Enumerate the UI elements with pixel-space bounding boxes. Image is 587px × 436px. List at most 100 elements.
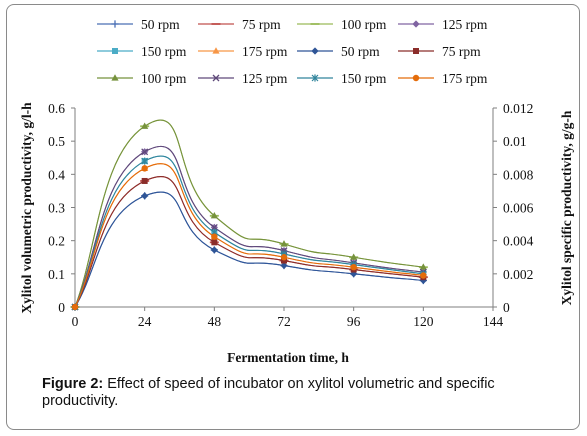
data-point xyxy=(210,223,218,231)
legend-label: 50 rpm xyxy=(341,44,380,59)
data-point xyxy=(210,246,218,254)
data-point xyxy=(350,264,357,271)
y-tick-label-right: 0.004 xyxy=(503,234,534,249)
series-line xyxy=(74,175,424,308)
series-line xyxy=(74,119,424,308)
legend: 50 rpm 75 rpm 100 rpm 125 rpm 150 rpm 175 rpm… xyxy=(97,17,488,86)
x-tick-label: 144 xyxy=(483,314,504,329)
legend-entry: 50 rpm xyxy=(97,17,180,32)
legend-entry: 150 rpm xyxy=(297,71,387,86)
series-line xyxy=(74,175,424,308)
legend-marker xyxy=(111,74,119,81)
legend-label: 100 rpm xyxy=(141,71,187,86)
series-line xyxy=(74,145,424,308)
data-point xyxy=(141,148,149,156)
legend-label: 175 rpm xyxy=(442,71,488,86)
legend-label: 125 rpm xyxy=(442,17,488,32)
legend-label: 125 rpm xyxy=(242,71,288,86)
y-tick-label-right: 0.01 xyxy=(503,134,527,149)
x-tick-label: 96 xyxy=(347,314,361,329)
legend-marker xyxy=(412,74,420,82)
series-left-150-rpm xyxy=(72,155,427,310)
series-line xyxy=(74,119,424,308)
legend-label: 50 rpm xyxy=(141,17,180,32)
x-tick-label: 0 xyxy=(72,314,79,329)
series-line xyxy=(74,191,424,308)
series-right-50-rpm xyxy=(71,191,427,311)
legend-entry: 50 rpm xyxy=(297,44,380,59)
legend-label: 175 rpm xyxy=(242,44,288,59)
series-line xyxy=(74,191,424,308)
series-line xyxy=(74,155,424,308)
y-tick-label-left: 0.4 xyxy=(48,167,65,182)
x-tick-label: 120 xyxy=(413,314,434,329)
data-point xyxy=(280,240,288,247)
y-tick-label-right: 0.012 xyxy=(503,101,533,116)
data-point xyxy=(280,261,288,270)
legend-entry: 75 rpm xyxy=(198,17,281,32)
y-tick-label-left: 0.6 xyxy=(48,101,65,116)
legend-label: 150 rpm xyxy=(341,71,387,86)
data-point xyxy=(281,257,287,264)
figure-caption: Figure 2: Effect of speed of incubator o… xyxy=(42,376,562,410)
series-line xyxy=(74,163,424,308)
legend-marker xyxy=(412,20,420,28)
caption-text: Effect of speed of incubator on xylitol … xyxy=(42,376,495,409)
series-line xyxy=(74,163,424,308)
data-point xyxy=(420,272,427,279)
legend-entry: 175 rpm xyxy=(398,71,488,86)
data-point xyxy=(141,165,148,172)
legend-entry: 100 rpm xyxy=(297,17,387,32)
series-layer xyxy=(70,119,428,311)
data-point xyxy=(71,303,79,311)
legend-marker xyxy=(212,74,220,82)
data-point xyxy=(280,254,288,261)
series-left-125-rpm xyxy=(71,145,427,311)
series-right-150-rpm xyxy=(71,155,427,311)
data-point xyxy=(211,233,218,240)
series-line xyxy=(74,145,424,308)
figure-frame xyxy=(6,4,580,430)
data-point xyxy=(210,211,218,219)
data-point xyxy=(141,177,148,184)
y-tick-label-right: 0.006 xyxy=(503,201,534,216)
legend-entry: 75 rpm xyxy=(398,44,481,59)
y-axis-label-left: Xylitol volumetric productivity, g/l-h xyxy=(19,102,34,314)
x-tick-label: 72 xyxy=(277,314,291,329)
y-tick-label-left: 0.2 xyxy=(48,234,65,249)
data-point xyxy=(350,253,358,260)
legend-marker xyxy=(112,48,118,54)
legend-marker xyxy=(311,47,319,55)
x-tick-label: 24 xyxy=(138,314,152,329)
y-tick-label-right: 0.002 xyxy=(503,267,533,282)
series-left-50-rpm xyxy=(71,191,427,311)
data-point xyxy=(419,263,427,270)
legend-label: 75 rpm xyxy=(442,44,481,59)
series-right-125-rpm xyxy=(71,145,427,311)
series-right-175-rpm xyxy=(71,163,427,311)
x-tick-label: 48 xyxy=(208,314,222,329)
y-tick-label-right: 0 xyxy=(503,300,510,315)
legend-entry: 125 rpm xyxy=(398,17,488,32)
x-axis-label: Fermentation time, h xyxy=(227,350,349,365)
legend-entry: 100 rpm xyxy=(97,71,187,86)
legend-marker xyxy=(111,20,119,28)
y-tick-label-left: 0.3 xyxy=(48,201,65,216)
y-tick-label-left: 0.5 xyxy=(48,134,65,149)
legend-label: 75 rpm xyxy=(242,17,281,32)
series-line xyxy=(74,155,424,308)
data-point xyxy=(141,122,149,129)
data-point xyxy=(350,270,358,278)
caption-label: Figure 2: xyxy=(42,376,104,392)
series-right-75-rpm xyxy=(72,175,427,310)
legend-marker xyxy=(311,74,319,82)
series-left-175-rpm xyxy=(71,163,427,310)
legend-marker xyxy=(413,48,419,54)
legend-label: 150 rpm xyxy=(141,44,187,59)
series-right-100-rpm xyxy=(71,119,427,310)
axes: 0 24 48 72 96 120 14400.10.20.30.40.50.600.002… xyxy=(48,101,534,329)
y-axis-label-right: Xylitol specific productivity, g/g-h xyxy=(559,110,574,305)
data-point xyxy=(141,192,149,200)
data-point xyxy=(141,157,149,165)
